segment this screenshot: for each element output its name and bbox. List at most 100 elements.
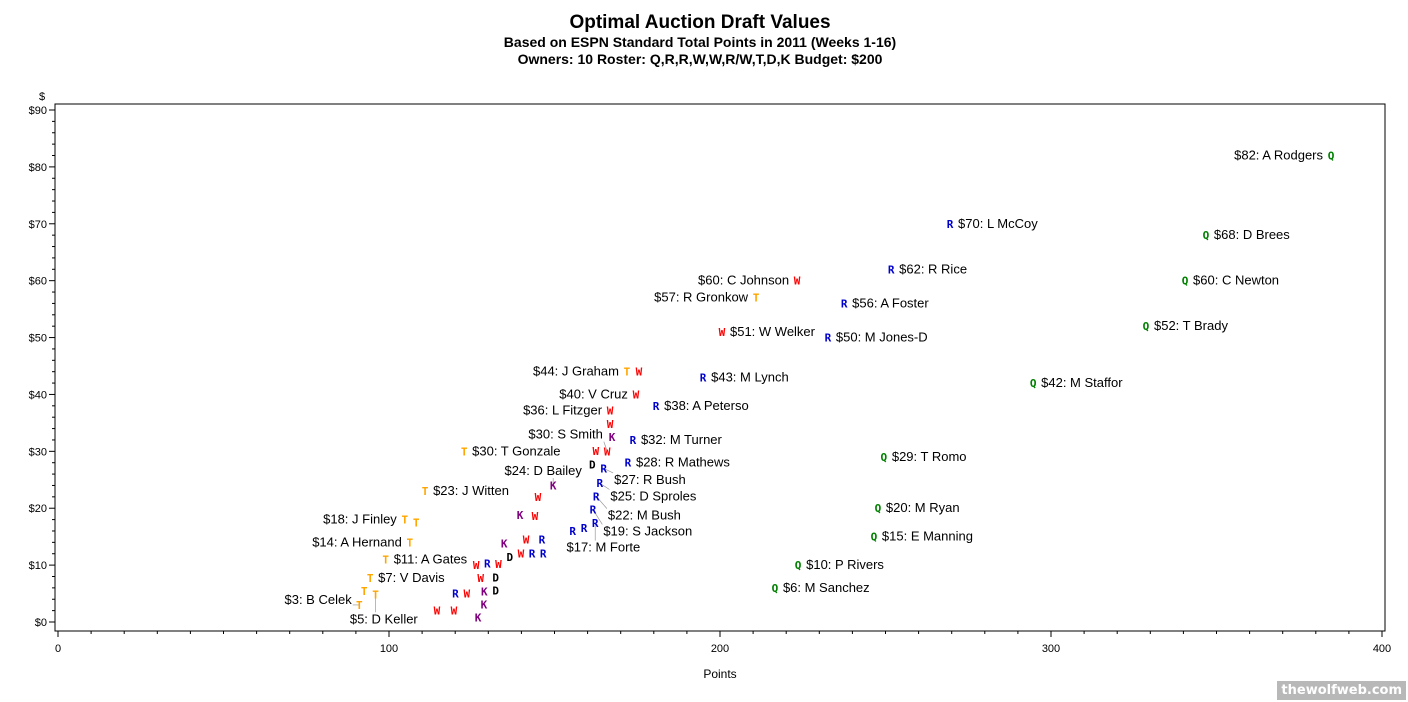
data-point-label: $19: S Jackson <box>603 523 692 538</box>
data-point-marker: K <box>481 599 488 612</box>
y-tick-label: $50 <box>29 333 47 345</box>
y-axis-label: $ <box>39 91 45 103</box>
data-point-marker: W <box>794 275 801 288</box>
data-point-marker: R <box>569 525 576 538</box>
data-point-marker: T <box>361 585 368 598</box>
data-point-marker: Q <box>772 582 779 595</box>
label-leader-line <box>599 482 610 490</box>
data-point-label: $60: C Newton <box>1193 273 1279 288</box>
y-tick-label: $0 <box>35 617 47 629</box>
y-tick-label: $20 <box>29 503 47 515</box>
y-tick-label: $80 <box>29 162 47 174</box>
data-point-marker: R <box>592 517 599 530</box>
data-point-marker: W <box>495 558 502 571</box>
data-point-marker: T <box>407 536 414 549</box>
data-point-marker: K <box>609 431 616 444</box>
data-point-label: $52: T Brady <box>1154 318 1228 333</box>
data-point-label: $40: V Cruz <box>559 386 628 401</box>
label-leader-line <box>603 441 608 452</box>
data-point-marker: K <box>550 479 557 492</box>
data-point-marker: R <box>539 534 546 547</box>
data-point-marker: W <box>477 572 484 585</box>
data-point-marker: Q <box>1030 377 1037 390</box>
data-point-marker: W <box>604 445 611 458</box>
chart-title: Optimal Auction Draft Values <box>569 12 831 33</box>
data-point-label: $44: J Graham <box>533 364 619 379</box>
x-tick-label: 300 <box>1042 643 1060 655</box>
data-point-marker: W <box>473 559 480 572</box>
data-point-label: $17: M Forte <box>567 540 641 555</box>
data-point-marker: Q <box>1328 150 1335 163</box>
data-point-label: $57: R Gronkow <box>654 290 749 305</box>
data-point-marker: W <box>518 548 525 561</box>
data-point-label: $27: R Bush <box>614 472 686 487</box>
data-point-label: $3: B Celek <box>285 592 353 607</box>
data-point-label: $32: M Turner <box>641 432 723 447</box>
data-point-marker: Q <box>881 451 888 464</box>
data-point-label: $36: L Fitzger <box>523 403 603 418</box>
data-point-marker: R <box>597 477 604 490</box>
data-point-marker: K <box>501 537 508 550</box>
data-point-marker: T <box>753 292 760 305</box>
data-point-marker: W <box>607 418 614 431</box>
label-leader-line <box>592 509 603 525</box>
data-point-marker: T <box>367 572 374 585</box>
data-point-marker: W <box>451 605 458 618</box>
data-point-marker: T <box>372 589 379 602</box>
data-point-label: $30: T Gonzale <box>472 443 560 458</box>
data-point-marker: R <box>841 297 848 310</box>
data-point-label: $5: D Keller <box>350 611 419 626</box>
data-point-label: $60: C Johnson <box>698 273 789 288</box>
data-point-marker: R <box>581 522 588 535</box>
data-point-marker: R <box>700 371 707 384</box>
data-point-marker: W <box>636 366 643 379</box>
data-point-marker: W <box>633 388 640 401</box>
data-point-marker: R <box>630 434 637 447</box>
data-point-label: $38: A Peterso <box>664 398 749 413</box>
data-point-label: $22: M Bush <box>608 508 681 523</box>
data-point-label: $62: R Rice <box>899 261 967 276</box>
data-point-marker: W <box>532 510 539 523</box>
chart-subtitle-2: Owners: 10 Roster: Q,R,R,W,W,R/W,T,D,K B… <box>517 51 883 67</box>
data-point-marker: W <box>592 445 599 458</box>
data-point-label: $24: D Bailey <box>505 463 583 478</box>
data-point-marker: K <box>517 509 524 522</box>
data-point-marker: R <box>529 548 536 561</box>
y-tick-label: $10 <box>29 560 47 572</box>
data-point-label: $18: J Finley <box>323 512 397 527</box>
data-point-marker: W <box>464 588 471 601</box>
data-point-label: $25: D Sproles <box>610 489 696 504</box>
data-point-marker: W <box>523 534 530 547</box>
data-point-label: $29: T Romo <box>892 449 967 464</box>
chart-subtitle-1: Based on ESPN Standard Total Points in 2… <box>503 34 897 50</box>
data-point-marker: R <box>590 503 597 516</box>
data-point-label: $11: A Gates <box>394 551 468 566</box>
data-point-marker: W <box>607 405 614 418</box>
data-point-marker: D <box>492 572 499 585</box>
label-leader-line <box>603 468 614 474</box>
data-point-marker: Q <box>1182 275 1189 288</box>
data-point-marker: Q <box>875 502 882 515</box>
data-point-marker: K <box>475 612 482 625</box>
data-point-marker: R <box>625 457 632 470</box>
data-point-marker: R <box>452 588 459 601</box>
data-point-marker: K <box>481 585 488 598</box>
data-point-marker: Q <box>871 531 878 544</box>
data-point-marker: Q <box>1203 229 1210 242</box>
data-point-label: $10: P Rivers <box>806 557 884 572</box>
data-point-marker: R <box>825 332 832 345</box>
data-point-marker: D <box>589 458 596 471</box>
data-point-label: $14: A Hernand <box>312 534 402 549</box>
x-tick-label: 0 <box>55 643 61 655</box>
y-tick-label: $60 <box>29 276 47 288</box>
plot-frame <box>54 103 1386 632</box>
data-point-marker: W <box>535 491 542 504</box>
data-point-marker: Q <box>795 559 802 572</box>
label-leader-line <box>595 496 608 509</box>
data-point-label: $56: A Foster <box>852 295 929 310</box>
data-point-marker: T <box>461 445 468 458</box>
data-point-label: $30: S Smith <box>528 427 602 442</box>
data-point-marker: R <box>653 400 660 413</box>
data-point-label: $42: M Staffor <box>1041 375 1123 390</box>
